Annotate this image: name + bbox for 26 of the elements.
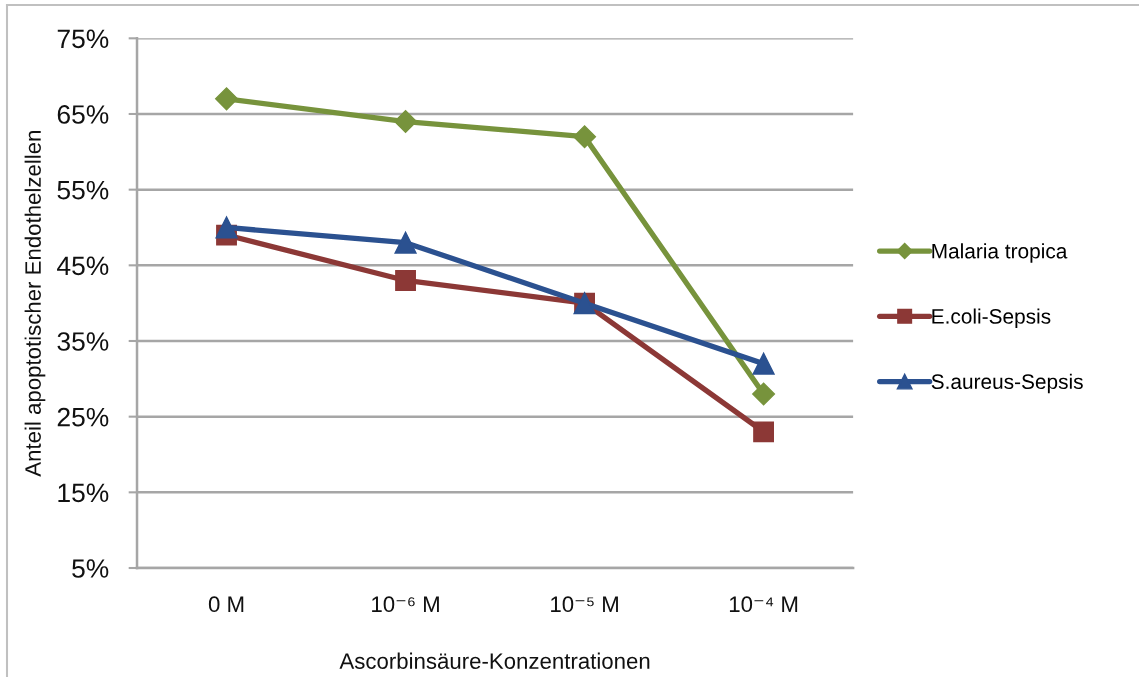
- point: [394, 231, 417, 254]
- x-tick-label: 10⁻⁴ M: [729, 596, 798, 613]
- y-tick-label: 35%: [57, 332, 109, 351]
- y-tick-label: 15%: [58, 483, 109, 503]
- y-tick-label: 55%: [57, 180, 109, 200]
- y-tick-label: 75%: [57, 29, 109, 49]
- x-tick-label: 10⁻⁶ M: [372, 596, 439, 613]
- legend-label: Malaria tropica: [932, 243, 1068, 263]
- point: [573, 125, 597, 149]
- point: [394, 110, 418, 134]
- point: [215, 216, 238, 239]
- y-tick-label: 5%: [72, 559, 109, 578]
- x-axis-title: Ascorbinsäure-Konzentrationen: [339, 652, 650, 669]
- y-axis-title: Anteil apoptotischer Endothelzellen: [24, 131, 46, 477]
- point: [752, 352, 775, 375]
- y-tick-label: 65%: [57, 105, 109, 124]
- x-tick-label: 0 M: [208, 596, 244, 613]
- point: [395, 270, 416, 291]
- y-tick-label: 45%: [57, 256, 109, 276]
- legend-label: S.aureus-Sepsis: [931, 373, 1083, 394]
- x-tick-label: 10⁻⁵ M: [551, 596, 618, 613]
- point: [752, 382, 776, 406]
- point: [215, 87, 239, 111]
- legend-label: E.coli-Sepsis: [932, 308, 1051, 328]
- point: [753, 421, 775, 443]
- y-tick-label: 25%: [57, 407, 109, 427]
